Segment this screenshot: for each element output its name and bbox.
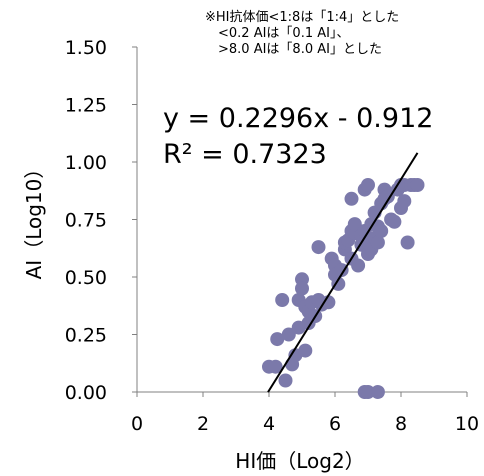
annotation-line-2: <0.2 AIは「0.1 AI」、	[218, 26, 350, 41]
data-point	[410, 178, 425, 192]
annotation-line-3: >8.0 AIは「8.0 AI」とした	[218, 42, 382, 57]
y-tick-label: 1.00	[65, 152, 107, 174]
data-point	[361, 178, 375, 192]
data-point	[331, 276, 346, 291]
y-tick-label: 0.75	[65, 210, 107, 232]
data-point	[270, 332, 285, 347]
data-point	[370, 385, 385, 399]
data-point	[295, 281, 309, 296]
data-point	[400, 235, 415, 250]
y-tick-labels: 0.00 0.25 0.50 0.75 1.00 1.25 1.50	[65, 37, 107, 404]
data-point	[374, 224, 389, 238]
data-point	[397, 194, 412, 209]
data-point	[278, 373, 293, 388]
y-tick-label: 0.50	[65, 267, 107, 289]
annotation-line-1: ※HI抗体価<1:8は「1:4」とした	[205, 10, 400, 25]
trendline-group	[267, 152, 419, 393]
data-point	[344, 191, 359, 206]
trendline-equation: y = 0.2296x - 0.912	[163, 103, 433, 134]
data-point	[351, 258, 366, 273]
x-tick-label: 8	[395, 413, 407, 435]
data-point	[334, 263, 349, 278]
y-tick-label: 0.25	[65, 325, 107, 347]
y-tick-label: 0.00	[65, 382, 107, 404]
x-tick-label: 6	[329, 413, 341, 435]
data-point	[347, 217, 362, 232]
y-tick-label: 1.25	[65, 95, 107, 117]
data-point	[387, 214, 402, 229]
data-point	[298, 343, 313, 358]
data-point	[361, 385, 375, 399]
x-tick-label: 0	[131, 413, 143, 435]
y-tick-label: 1.50	[65, 37, 107, 59]
x-tick-label: 10	[455, 413, 479, 435]
y-axis-title: AI（Log10）	[22, 159, 46, 280]
data-point	[281, 327, 296, 342]
r-squared-label: R² = 0.7323	[163, 139, 327, 170]
x-tick-label: 4	[263, 413, 275, 435]
x-tick-labels: 0 2 4 6 8 10	[131, 413, 479, 435]
data-points	[262, 178, 425, 399]
x-tick-label: 2	[197, 413, 209, 435]
axes	[132, 46, 468, 397]
data-point	[370, 235, 385, 250]
data-point	[311, 240, 326, 255]
trendline	[267, 152, 419, 393]
x-axis-title: HI価（Log2）	[235, 449, 364, 473]
data-point	[275, 293, 290, 307]
data-point	[268, 359, 283, 374]
data-point	[321, 295, 336, 310]
